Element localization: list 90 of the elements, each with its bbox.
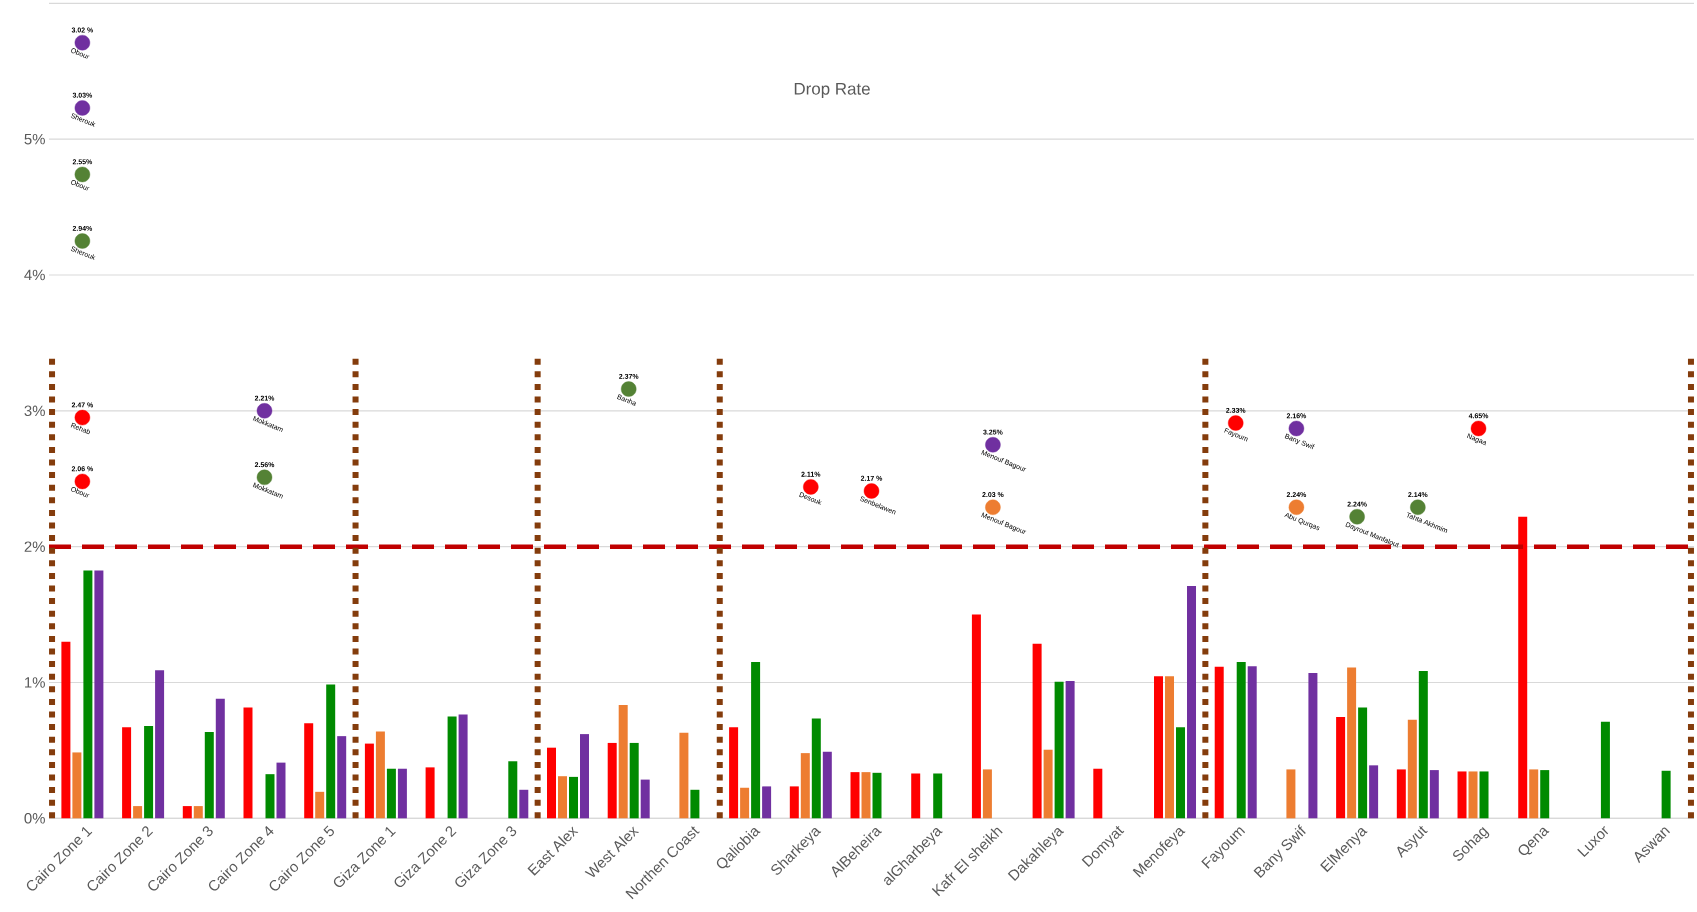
bar xyxy=(386,768,396,819)
bar xyxy=(519,789,529,819)
bar xyxy=(872,772,882,819)
bar xyxy=(762,786,772,819)
bar xyxy=(1457,771,1467,819)
bar xyxy=(822,751,832,819)
y-tick-label: 0% xyxy=(24,812,45,824)
bar xyxy=(679,732,689,819)
bar xyxy=(751,661,761,819)
bar xyxy=(1661,770,1671,819)
bar xyxy=(800,752,810,819)
bar xyxy=(789,786,799,819)
bar xyxy=(364,743,374,819)
bar xyxy=(1187,585,1197,819)
bar xyxy=(1043,749,1053,819)
bar xyxy=(1468,771,1478,819)
bar xyxy=(740,787,750,819)
bar xyxy=(276,762,286,819)
bar xyxy=(337,735,347,819)
bar xyxy=(144,725,154,819)
bar xyxy=(1600,721,1610,819)
bar xyxy=(1429,769,1439,819)
bar xyxy=(1165,676,1175,819)
bar xyxy=(182,805,192,819)
bar xyxy=(397,768,407,819)
bar xyxy=(1358,707,1368,819)
bar xyxy=(1236,661,1246,819)
bar xyxy=(215,698,225,819)
bar xyxy=(850,771,860,819)
bar xyxy=(618,704,628,819)
bar xyxy=(193,805,203,819)
bar xyxy=(243,707,253,819)
bar xyxy=(94,570,104,819)
bar xyxy=(265,774,275,819)
bar xyxy=(1032,643,1042,819)
bar xyxy=(1418,670,1428,819)
bar xyxy=(1518,516,1528,819)
bar xyxy=(1347,667,1357,819)
bar xyxy=(729,727,739,819)
bar xyxy=(580,733,589,819)
bar xyxy=(1336,716,1346,819)
bar xyxy=(1247,666,1257,819)
y-tick-label: 1% xyxy=(25,677,45,688)
bar xyxy=(1154,676,1164,819)
bar xyxy=(569,776,578,819)
bar xyxy=(72,752,82,819)
bar xyxy=(122,727,132,819)
bar xyxy=(629,742,639,819)
bar xyxy=(326,684,336,819)
bar xyxy=(1093,768,1103,819)
bar xyxy=(640,779,650,819)
bar xyxy=(315,791,325,819)
bar xyxy=(1540,769,1550,819)
bar xyxy=(1407,719,1417,819)
bar xyxy=(690,789,700,819)
bar xyxy=(1479,771,1489,819)
bar xyxy=(1369,765,1379,819)
bar xyxy=(1176,727,1186,819)
bar xyxy=(971,614,981,819)
bar xyxy=(508,761,518,819)
bar xyxy=(204,731,214,819)
bar xyxy=(607,742,617,819)
y-tick-label: 4% xyxy=(24,269,45,281)
bar xyxy=(133,805,143,819)
y-tick-label: 3% xyxy=(24,405,45,416)
bar xyxy=(558,776,567,819)
bar xyxy=(1396,769,1406,819)
y-tick-label: 2% xyxy=(24,541,45,552)
bar xyxy=(1529,769,1539,819)
bar xyxy=(1065,680,1075,819)
bar xyxy=(425,767,435,819)
bar xyxy=(1054,681,1064,819)
bar xyxy=(547,747,556,819)
bar xyxy=(155,670,165,819)
bar xyxy=(1308,672,1318,819)
bar xyxy=(861,771,871,819)
bar xyxy=(1286,769,1296,819)
y-tick-label: 5% xyxy=(24,133,45,145)
bar xyxy=(911,773,921,819)
bar xyxy=(83,570,93,819)
bar xyxy=(933,773,943,819)
bar xyxy=(1214,666,1224,819)
bar xyxy=(458,714,468,819)
bar xyxy=(447,716,457,819)
text: Drop Rate xyxy=(794,82,870,98)
bar xyxy=(304,723,314,819)
bar xyxy=(811,718,821,819)
bar xyxy=(982,769,992,819)
bar xyxy=(375,731,385,819)
bar xyxy=(61,641,71,819)
